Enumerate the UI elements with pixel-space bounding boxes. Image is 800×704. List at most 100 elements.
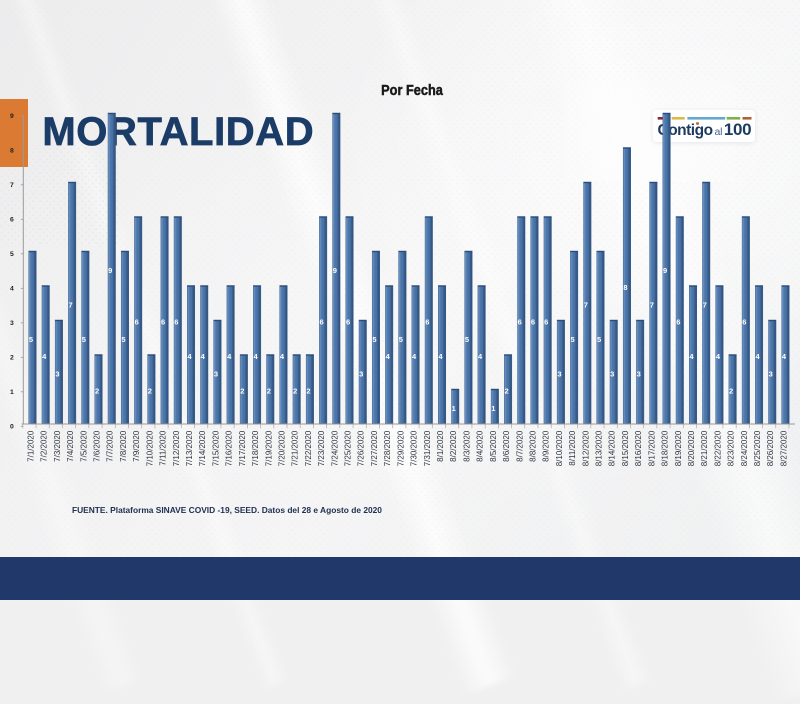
svg-text:7/13/2020: 7/13/2020	[185, 430, 194, 466]
svg-text:4: 4	[412, 352, 417, 361]
svg-text:4: 4	[10, 286, 14, 293]
svg-text:7/30/2020: 7/30/2020	[410, 430, 419, 466]
svg-text:7/26/2020: 7/26/2020	[357, 430, 366, 466]
svg-text:2: 2	[293, 387, 297, 396]
svg-text:3: 3	[557, 369, 561, 378]
svg-text:4: 4	[187, 352, 192, 361]
svg-text:8/5/2020: 8/5/2020	[489, 430, 498, 462]
svg-text:5: 5	[372, 335, 376, 344]
svg-text:7/19/2020: 7/19/2020	[264, 430, 273, 466]
svg-text:8/20/2020: 8/20/2020	[687, 430, 696, 466]
svg-text:3: 3	[769, 369, 773, 378]
svg-text:8/16/2020: 8/16/2020	[634, 430, 643, 466]
svg-text:6: 6	[531, 318, 535, 327]
svg-text:5: 5	[399, 335, 403, 344]
svg-text:4: 4	[201, 352, 206, 361]
svg-text:7/23/2020: 7/23/2020	[317, 430, 326, 466]
svg-text:8/17/2020: 8/17/2020	[647, 430, 656, 466]
svg-text:7: 7	[650, 300, 654, 309]
svg-text:2: 2	[306, 387, 310, 396]
svg-text:1: 1	[452, 404, 456, 413]
svg-text:8/15/2020: 8/15/2020	[621, 430, 630, 466]
svg-text:3: 3	[637, 369, 641, 378]
svg-text:7/9/2020: 7/9/2020	[132, 430, 141, 462]
svg-text:4: 4	[280, 352, 285, 361]
svg-text:3: 3	[610, 369, 614, 378]
svg-text:4: 4	[478, 352, 483, 361]
svg-text:5: 5	[465, 335, 469, 344]
svg-text:8/22/2020: 8/22/2020	[713, 430, 722, 466]
svg-text:3: 3	[10, 320, 14, 327]
svg-text:5: 5	[10, 251, 14, 258]
svg-text:5: 5	[597, 335, 601, 344]
svg-text:1: 1	[10, 389, 14, 396]
svg-text:2: 2	[10, 355, 14, 362]
svg-text:7/24/2020: 7/24/2020	[330, 430, 339, 466]
svg-text:9: 9	[663, 266, 667, 275]
svg-text:3: 3	[55, 369, 59, 378]
svg-text:8/6/2020: 8/6/2020	[502, 430, 511, 462]
svg-text:8/19/2020: 8/19/2020	[674, 430, 683, 466]
svg-text:8: 8	[10, 148, 14, 155]
svg-text:8/12/2020: 8/12/2020	[581, 430, 590, 466]
svg-text:8: 8	[623, 283, 627, 292]
svg-text:2: 2	[148, 387, 152, 396]
svg-text:4: 4	[438, 352, 443, 361]
svg-text:8/4/2020: 8/4/2020	[476, 430, 485, 462]
svg-text:2: 2	[504, 387, 508, 396]
svg-text:7/5/2020: 7/5/2020	[79, 430, 88, 462]
svg-text:7: 7	[69, 300, 73, 309]
svg-text:6: 6	[676, 318, 680, 327]
svg-text:7/16/2020: 7/16/2020	[225, 430, 234, 466]
svg-text:8/21/2020: 8/21/2020	[700, 430, 709, 466]
svg-text:7: 7	[10, 182, 14, 189]
svg-text:7/20/2020: 7/20/2020	[277, 430, 286, 466]
svg-text:7/14/2020: 7/14/2020	[198, 430, 207, 466]
svg-text:9: 9	[333, 266, 337, 275]
svg-text:3: 3	[359, 369, 363, 378]
svg-text:7/8/2020: 7/8/2020	[119, 430, 128, 462]
svg-text:8/25/2020: 8/25/2020	[753, 430, 762, 466]
svg-text:4: 4	[227, 352, 232, 361]
svg-text:0: 0	[10, 424, 14, 431]
svg-text:8/18/2020: 8/18/2020	[661, 430, 670, 466]
svg-text:6: 6	[425, 318, 429, 327]
svg-text:8/7/2020: 8/7/2020	[515, 430, 524, 462]
svg-text:8/10/2020: 8/10/2020	[555, 430, 564, 466]
svg-text:5: 5	[82, 335, 86, 344]
svg-text:7/6/2020: 7/6/2020	[93, 430, 102, 462]
svg-text:8/23/2020: 8/23/2020	[727, 430, 736, 466]
svg-text:6: 6	[742, 318, 746, 327]
svg-text:7/4/2020: 7/4/2020	[66, 430, 75, 462]
svg-text:5: 5	[121, 335, 125, 344]
svg-text:6: 6	[174, 318, 178, 327]
svg-text:9: 9	[108, 266, 112, 275]
svg-text:4: 4	[689, 352, 694, 361]
svg-text:7/28/2020: 7/28/2020	[383, 430, 392, 466]
svg-text:7/21/2020: 7/21/2020	[291, 430, 300, 466]
svg-text:7/15/2020: 7/15/2020	[211, 430, 220, 466]
svg-text:6: 6	[10, 217, 14, 224]
svg-text:3: 3	[214, 369, 218, 378]
svg-text:4: 4	[755, 352, 760, 361]
svg-text:1: 1	[491, 404, 495, 413]
svg-text:6: 6	[518, 318, 522, 327]
svg-text:7/31/2020: 7/31/2020	[423, 430, 432, 466]
svg-text:6: 6	[161, 318, 165, 327]
svg-text:8/1/2020: 8/1/2020	[436, 430, 445, 462]
svg-text:7: 7	[584, 300, 588, 309]
svg-text:2: 2	[240, 387, 244, 396]
svg-text:5: 5	[571, 335, 575, 344]
svg-text:8/9/2020: 8/9/2020	[542, 430, 551, 462]
svg-text:6: 6	[135, 318, 139, 327]
svg-text:2: 2	[729, 387, 733, 396]
svg-text:7/11/2020: 7/11/2020	[159, 430, 168, 466]
svg-text:7/25/2020: 7/25/2020	[344, 430, 353, 466]
svg-text:7/18/2020: 7/18/2020	[251, 430, 260, 466]
svg-text:7/17/2020: 7/17/2020	[238, 430, 247, 466]
svg-text:7/27/2020: 7/27/2020	[370, 430, 379, 466]
svg-text:7/1/2020: 7/1/2020	[27, 430, 36, 462]
svg-text:7/10/2020: 7/10/2020	[145, 430, 154, 466]
svg-text:8/13/2020: 8/13/2020	[595, 430, 604, 466]
svg-text:4: 4	[386, 352, 391, 361]
